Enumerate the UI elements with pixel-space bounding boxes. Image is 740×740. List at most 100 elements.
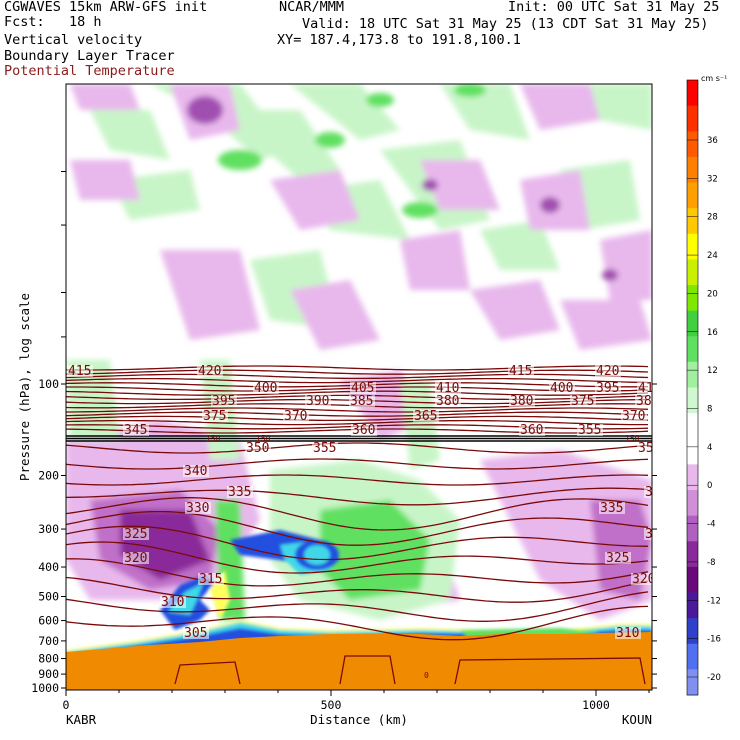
colorbar-label: -12 xyxy=(707,596,721,606)
theta-label: 370 xyxy=(622,409,645,424)
theta-label-bg xyxy=(160,596,186,608)
colorbar-swatch xyxy=(687,131,698,158)
colorbar-swatch xyxy=(687,413,698,440)
theta-label: 350 xyxy=(638,441,661,456)
colorbar-label: 20 xyxy=(707,289,718,299)
colorbar-frame xyxy=(686,79,699,696)
theta-label-bg xyxy=(635,395,652,407)
colorbar-unit: cm s⁻¹ xyxy=(701,74,727,83)
theta-contour-line xyxy=(66,442,649,454)
colorbar-label: 8 xyxy=(707,405,712,415)
field-potential-temperature: Potential Temperature xyxy=(4,63,175,79)
theta-label-bg xyxy=(349,395,375,407)
theta-label: 330 xyxy=(186,501,209,516)
theta-contour-line xyxy=(66,541,649,574)
theta-contour-line xyxy=(66,510,649,546)
theta-label-bg xyxy=(283,410,309,422)
colorbar-label: 32 xyxy=(707,174,718,184)
theta-label: 360 xyxy=(352,423,375,438)
theta-label: 420 xyxy=(596,364,619,379)
forecast-hour: Fcst: 18 h xyxy=(4,15,102,30)
theta-contour-line xyxy=(66,373,649,380)
colorbar-swatch xyxy=(687,515,698,542)
theta-label-bg xyxy=(351,424,377,436)
y-tick-label: 400 xyxy=(38,560,59,574)
theta-label: 335 xyxy=(600,501,623,516)
theta-label: 350 xyxy=(246,441,269,456)
theta-label-bg xyxy=(227,486,253,498)
theta-label-bg xyxy=(413,410,439,422)
theta-contour-line xyxy=(66,605,649,641)
theta-label: 340 xyxy=(645,485,668,500)
y-tick-label: 300 xyxy=(38,522,59,536)
colorbar-label: -8 xyxy=(707,558,715,568)
theta-contour-line xyxy=(66,365,649,371)
field-boundary-layer-tracer: Boundary Layer Tracer xyxy=(4,48,175,64)
theta-label: 405 xyxy=(351,381,374,396)
colorbar-swatch xyxy=(687,592,698,619)
theta-label: 410 xyxy=(436,381,459,396)
colorbar-label: -20 xyxy=(707,673,721,683)
y-tick-label: 500 xyxy=(38,589,59,603)
theta-label: 395 xyxy=(212,394,235,409)
theta-label-bg xyxy=(185,502,211,514)
theta-label: 330 xyxy=(645,527,668,542)
theta-label: 395 xyxy=(596,381,619,396)
theta-label: 315 xyxy=(199,572,222,587)
colorbar-swatch xyxy=(687,541,698,568)
theta-contour-line xyxy=(66,419,648,426)
theta-label: 305 xyxy=(184,626,207,641)
org-label: NCAR/MMM xyxy=(279,0,345,15)
theta-label: 355 xyxy=(578,423,601,438)
x-tick-label: 1000 xyxy=(582,698,610,712)
theta-label-bg xyxy=(197,365,223,377)
x-right-label: KOUN xyxy=(622,712,652,727)
x-left-label: KABR xyxy=(66,712,97,727)
theta-label-bg xyxy=(605,552,631,564)
theta-label: 325 xyxy=(124,527,147,542)
theta-label-bg xyxy=(202,410,228,422)
theta-label: 415 xyxy=(68,364,91,379)
colorbar-swatch xyxy=(687,490,698,517)
tracer-contour-label: 150 xyxy=(206,434,221,443)
colorbar-swatch xyxy=(687,387,698,414)
theta-contour-line xyxy=(66,487,649,506)
theta-label-bg xyxy=(123,424,149,436)
theta-label-bg xyxy=(435,382,461,394)
colorbar-swatch xyxy=(687,105,698,132)
theta-contour-line xyxy=(66,558,649,587)
theta-label-bg xyxy=(637,382,652,394)
xy-range: XY= 187.4,173.8 to 191.8,100.1 xyxy=(277,32,521,48)
theta-label: 400 xyxy=(550,381,573,396)
theta-label-bg xyxy=(644,528,652,540)
tracer-contour-label: 0 xyxy=(424,671,429,680)
colorbar-swatch xyxy=(687,643,698,670)
theta-label-bg xyxy=(621,410,647,422)
colorbar-swatch xyxy=(687,285,698,312)
theta-label-bg xyxy=(198,573,224,585)
colorbar-label: -4 xyxy=(707,520,715,530)
theta-label: 390 xyxy=(306,394,329,409)
theta-label: 320 xyxy=(632,572,655,587)
theta-label-bg xyxy=(253,382,279,394)
tracer-contour-label: 150 xyxy=(256,434,271,443)
theta-label-bg xyxy=(123,552,149,564)
theta-label-bg xyxy=(637,442,652,454)
y-tick-label: 700 xyxy=(38,634,59,648)
theta-label: 310 xyxy=(161,595,184,610)
theta-label-bg xyxy=(595,365,621,377)
colorbar-swatch xyxy=(687,182,698,209)
colorbar-swatch xyxy=(687,310,698,337)
theta-label: 335 xyxy=(228,485,251,500)
field-vertical-velocity: Vertical velocity xyxy=(4,32,143,48)
valid-time: Valid: 18 UTC Sat 31 May 25 (13 CDT Sat … xyxy=(302,16,709,32)
theta-label: 325 xyxy=(606,551,629,566)
theta-label-bg xyxy=(599,502,625,514)
theta-label-bg xyxy=(312,442,338,454)
theta-label-bg xyxy=(595,382,621,394)
colorbar-swatch xyxy=(687,618,698,645)
surface-contours xyxy=(174,655,646,685)
terrain xyxy=(66,632,652,690)
